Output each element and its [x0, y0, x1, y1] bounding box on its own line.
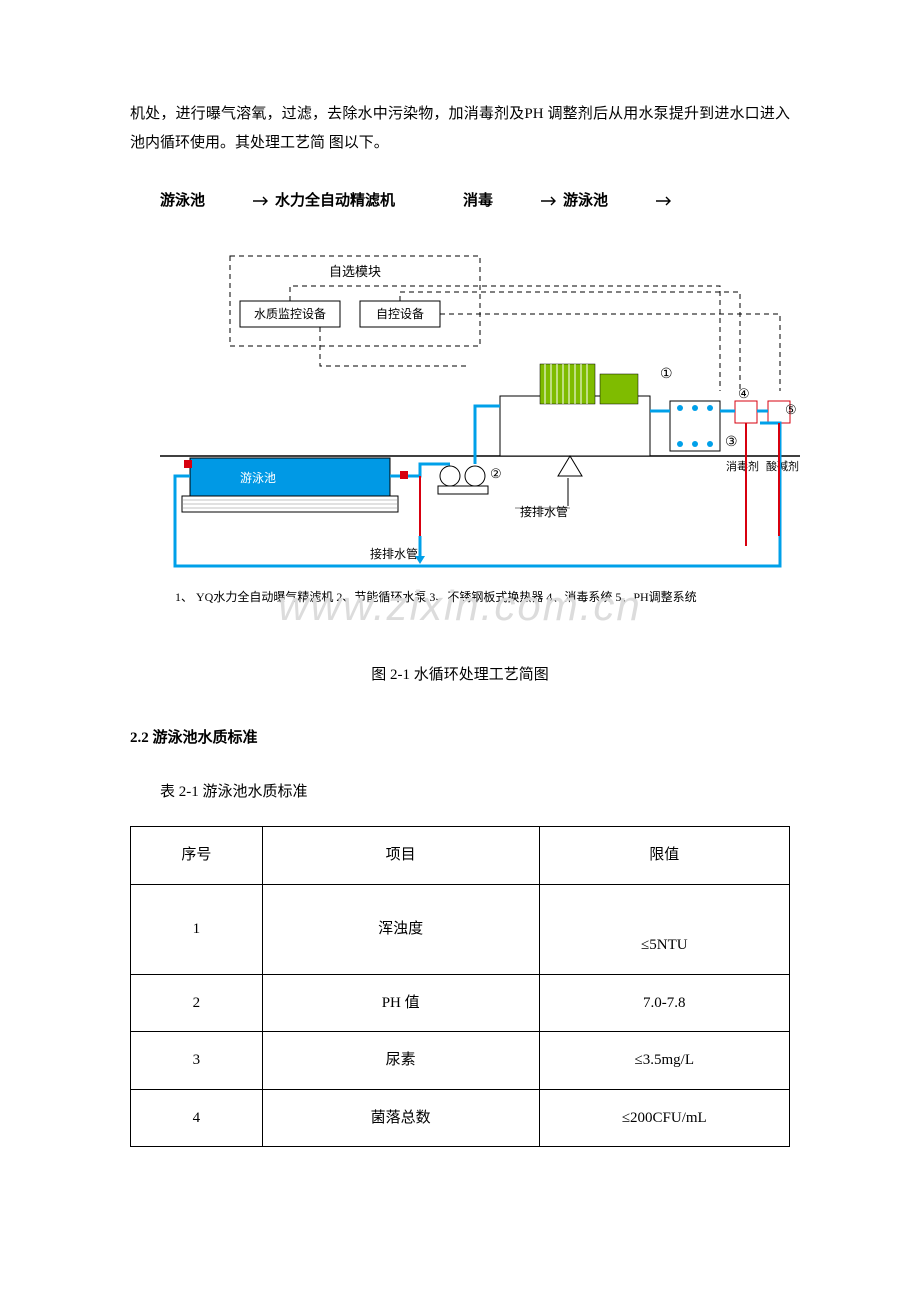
figure-caption: 图 2-1 水循环处理工艺简图 [130, 661, 790, 690]
autoctrl-label: 自控设备 [376, 307, 424, 321]
water-quality-table: 序号 项目 限值 1 浑浊度 ≤5NTU 2 PH 值 7.0-7.8 3 尿素… [130, 826, 790, 1147]
marker-3: ③ [725, 435, 738, 450]
marker-4: ④ [738, 386, 750, 401]
drain-label-2: 接排水管 [370, 546, 418, 561]
col-limit: 限值 [539, 827, 789, 885]
arrow-icon [656, 196, 674, 206]
pool-label: 游泳池 [240, 471, 276, 485]
table-row: 1 浑浊度 ≤5NTU [131, 884, 790, 974]
flow-node-disinfect: 消毒 [463, 187, 493, 216]
col-item: 项目 [262, 827, 539, 885]
table-header-row: 序号 项目 限值 [131, 827, 790, 885]
pump-icon [438, 466, 488, 494]
arrow-icon [253, 196, 271, 206]
process-flow-line: 游泳池 水力全自动精滤机 消毒 游泳池 [160, 187, 790, 216]
intro-paragraph: 机处，进行曝气溶氧，过滤，去除水中污染物，加消毒剂及PH 调整剂后从用水泵提升到… [130, 100, 790, 157]
col-seq: 序号 [131, 827, 263, 885]
disinfectant-label: 消毒剂 [726, 459, 759, 473]
table-title: 表 2-1 游泳池水质标准 [160, 778, 790, 807]
module-label: 自选模块 [329, 264, 381, 279]
drain-label-1: 接排水管 [520, 504, 568, 519]
table-row: 2 PH 值 7.0-7.8 [131, 974, 790, 1032]
marker-2: ② [490, 466, 502, 481]
marker-1: ① [660, 367, 673, 382]
section-heading-22: 2.2 游泳池水质标准 [130, 724, 790, 753]
marker-5: ⑤ [785, 402, 797, 417]
diagram-legend: 1、 YQ水力全自动曝气精滤机 2、节能循环水泵 3、不锈钢板式换热器 4、消毒… [175, 589, 697, 604]
table-row: 3 尿素 ≤3.5mg/L [131, 1032, 790, 1090]
process-diagram: 自选模块 水质监控设备 自控设备 游泳池 [120, 246, 800, 636]
flow-node-filter: 水力全自动精滤机 [275, 187, 395, 216]
monitor-label: 水质监控设备 [254, 307, 326, 321]
flow-node-pool1: 游泳池 [160, 187, 205, 216]
arrow-icon [541, 196, 559, 206]
acidbase-label: 酸碱剂 [766, 459, 799, 473]
flow-node-pool2: 游泳池 [563, 187, 608, 216]
table-row: 4 菌落总数 ≤200CFU/mL [131, 1089, 790, 1147]
